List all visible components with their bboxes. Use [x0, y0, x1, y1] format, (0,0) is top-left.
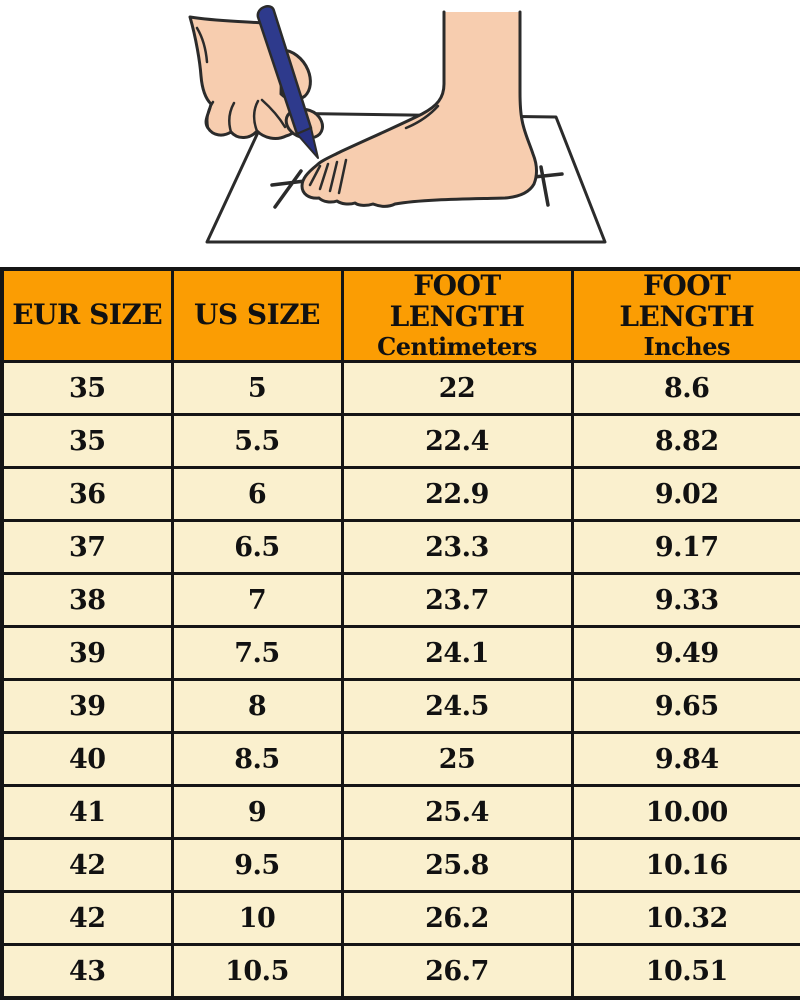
table-cell: 38: [2, 574, 172, 627]
table-cell: 8.82: [572, 415, 800, 468]
table-cell: 41: [2, 786, 172, 839]
table-cell: 43: [2, 945, 172, 999]
column-title: EUR SIZE: [4, 300, 171, 331]
table-cell: 36: [2, 468, 172, 521]
header-us-size: US SIZE: [172, 269, 342, 362]
table-cell: 8.6: [572, 362, 800, 415]
table-cell: 8: [172, 680, 342, 733]
table-cell: 9.84: [572, 733, 800, 786]
table-cell: 39: [2, 627, 172, 680]
table-cell: 26.2: [342, 892, 572, 945]
table-cell: 10.16: [572, 839, 800, 892]
table-cell: 42: [2, 839, 172, 892]
table-cell: 25: [342, 733, 572, 786]
size-conversion-table: EUR SIZE US SIZE FOOT LENGTH Centimeters…: [0, 267, 800, 1000]
table-cell: 22: [342, 362, 572, 415]
column-title: FOOT LENGTH: [344, 271, 571, 333]
header-foot-length-cm: FOOT LENGTH Centimeters: [342, 269, 572, 362]
table-cell: 9.65: [572, 680, 800, 733]
table-cell: 9.49: [572, 627, 800, 680]
table-cell: 6.5: [172, 521, 342, 574]
table-cell: 23.7: [342, 574, 572, 627]
table-cell: 9: [172, 786, 342, 839]
table-cell: 23.3: [342, 521, 572, 574]
header-eur-size: EUR SIZE: [2, 269, 172, 362]
table-cell: 9.5: [172, 839, 342, 892]
table-cell: 37: [2, 521, 172, 574]
table-cell: 22.4: [342, 415, 572, 468]
table-cell: 10.32: [572, 892, 800, 945]
table-cell: 40: [2, 733, 172, 786]
table-cell: 39: [2, 680, 172, 733]
table-cell: 22.9: [342, 468, 572, 521]
table-cell: 9.17: [572, 521, 800, 574]
column-subtitle: Inches: [574, 333, 800, 361]
table-cell: 8.5: [172, 733, 342, 786]
table-cell: 5.5: [172, 415, 342, 468]
table-cell: 24.1: [342, 627, 572, 680]
table-cell: 25.4: [342, 786, 572, 839]
table-cell: 10.51: [572, 945, 800, 999]
foot-graphic: [302, 12, 537, 206]
column-title: FOOT LENGTH: [574, 271, 800, 333]
table-cell: 35: [2, 415, 172, 468]
header-foot-length-in: FOOT LENGTH Inches: [572, 269, 800, 362]
table-cell: 10.5: [172, 945, 342, 999]
table-cell: 42: [2, 892, 172, 945]
column-title: US SIZE: [174, 300, 341, 331]
header-row: EUR SIZE US SIZE FOOT LENGTH Centimeters…: [2, 269, 800, 362]
table-cell: 25.8: [342, 839, 572, 892]
table-cell: 7.5: [172, 627, 342, 680]
foot-measuring-illustration: [0, 0, 800, 267]
table-cell: 10: [172, 892, 342, 945]
table-cell: 9.33: [572, 574, 800, 627]
table-cell: 10.00: [572, 786, 800, 839]
table-cell: 24.5: [342, 680, 572, 733]
column-subtitle: Centimeters: [344, 333, 571, 361]
table-cell: 9.02: [572, 468, 800, 521]
table-cell: 26.7: [342, 945, 572, 999]
table-cell: 35: [2, 362, 172, 415]
table-cell: 6: [172, 468, 342, 521]
table-cell: 5: [172, 362, 342, 415]
table-cell: 7: [172, 574, 342, 627]
